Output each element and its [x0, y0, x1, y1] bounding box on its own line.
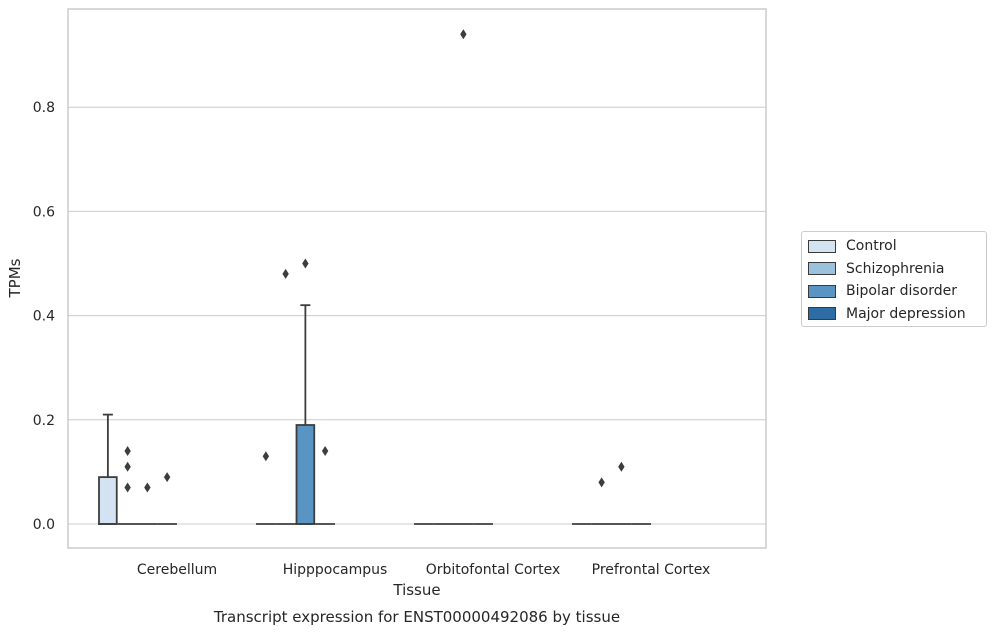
legend-swatch	[808, 262, 836, 276]
legend-label: Major depression	[846, 305, 966, 322]
box-iqr	[98, 476, 118, 525]
legend-item-bipolar-disorder: Bipolar disorder	[808, 280, 986, 303]
outlier-point	[460, 29, 467, 40]
box-series	[98, 29, 651, 525]
outlier-point	[302, 258, 309, 269]
y-tick-label: 0.6	[33, 204, 55, 220]
legend-label: Bipolar disorder	[846, 283, 958, 300]
box-hipppocampus-major-depression	[315, 446, 335, 525]
outlier-point	[262, 451, 270, 462]
outlier-point	[124, 461, 131, 472]
legend-label: Schizophrenia	[846, 260, 945, 277]
y-axis-label: TPMs	[6, 258, 24, 298]
box-cerebellum-bipolar-disorder	[137, 482, 158, 525]
series-major-depression	[157, 446, 651, 525]
x-axis-label: Tissue	[392, 581, 440, 599]
series-schizophrenia	[117, 268, 612, 525]
box-hipppocampus-control	[256, 451, 276, 525]
x-tick-label: Hipppocampus	[283, 562, 388, 578]
outlier-point	[282, 268, 289, 279]
legend-swatch	[808, 284, 836, 298]
legend-item-major-depression: Major depression	[808, 303, 986, 326]
series-bipolar-disorder	[137, 29, 632, 525]
box-hipppocampus-schizophrenia	[275, 268, 296, 525]
x-axis-ticks: Cerebellum Hipppocampus Orbitofontal Corte…	[137, 562, 710, 578]
y-axis-ticks: 0.0 0.2 0.4 0.6 0.8	[33, 100, 55, 533]
chart-title: Transcript expression for ENST0000049208…	[213, 608, 620, 626]
y-tick-label: 0.2	[33, 413, 55, 429]
box-orbitofontal-cortex-bipolar-disorder	[453, 29, 474, 525]
x-tick-label: Orbitofontal Cortex	[426, 562, 561, 578]
plot-area-frame	[67, 8, 767, 549]
y-tick-label: 0.0	[33, 517, 55, 533]
box-cerebellum-schizophrenia	[117, 446, 138, 525]
box-cerebellum-control	[98, 413, 118, 525]
box-prefrontal-cortex-schizophrenia	[591, 477, 612, 525]
x-tick-label: Prefrontal Cortex	[592, 562, 711, 578]
outlier-point	[144, 482, 151, 493]
outlier-point	[163, 472, 171, 483]
box-cerebellum-major-depression	[157, 472, 177, 525]
legend-item-control: Control	[808, 235, 986, 258]
chart-legend: Control Schizophrenia Bipolar disorder Majo…	[801, 231, 987, 327]
y-tick-label: 0.4	[33, 309, 55, 325]
outlier-point	[618, 461, 625, 472]
outlier-point	[124, 482, 131, 493]
series-control	[98, 413, 592, 525]
box-iqr	[295, 424, 316, 525]
outlier-point	[124, 446, 131, 457]
y-tick-label: 0.8	[33, 100, 55, 116]
box-hipppocampus-bipolar-disorder	[295, 258, 316, 525]
legend-swatch	[808, 239, 836, 253]
legend-item-schizophrenia: Schizophrenia	[808, 258, 986, 281]
legend-swatch	[808, 307, 836, 321]
outlier-point	[598, 477, 605, 488]
gridlines	[68, 106, 766, 525]
box-prefrontal-cortex-bipolar-disorder	[611, 461, 632, 525]
x-tick-label: Cerebellum	[137, 562, 217, 578]
outlier-point	[321, 446, 329, 457]
legend-label: Control	[846, 238, 897, 255]
